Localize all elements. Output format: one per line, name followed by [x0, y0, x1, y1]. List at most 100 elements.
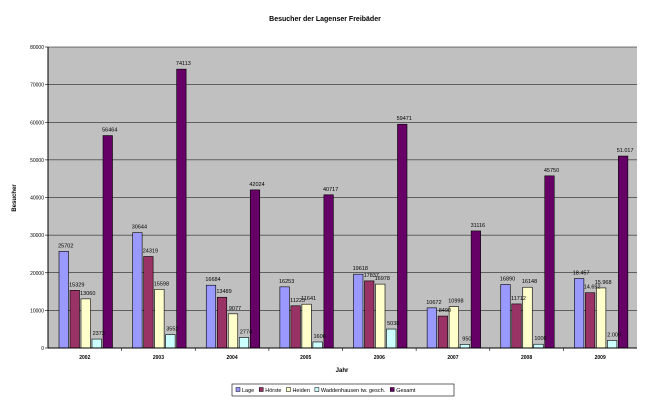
legend-label: Lage — [242, 388, 254, 394]
x-tick-label: 2007 — [447, 355, 458, 361]
bar-waddenhausen-tw-gesch--2004 — [238, 337, 250, 349]
y-tick-label: 80000 — [30, 45, 44, 51]
bar-h-rste-2003 — [143, 256, 154, 349]
bar-lage-2002 — [58, 250, 69, 349]
bar-lage-2008 — [500, 284, 511, 349]
data-label: 30644 — [132, 225, 147, 231]
legend-label: Waddenhausen tw. gesch. — [321, 388, 386, 394]
bar-lage-2005 — [279, 286, 290, 349]
legend-label: Heiden — [292, 388, 309, 394]
y-axis-ticks: 0 10000 20000 30000 40000 50000 60000 70000 8000… — [30, 45, 48, 352]
data-label: 19618 — [353, 266, 368, 272]
y-tick-label: 20000 — [30, 271, 44, 277]
chart-title: Besucher der Lagenser Freibäder — [269, 16, 381, 23]
data-label: 11641 — [301, 296, 316, 302]
y-tick-label: 0 — [41, 346, 44, 352]
bar-h-rste-2009 — [585, 292, 596, 349]
x-axis-ticks: 2002 2003 2004 2005 2006 2007 2008 2009 — [79, 348, 606, 361]
bar-gesamt-2007 — [470, 230, 481, 349]
y-tick-label: 30000 — [30, 233, 44, 239]
bar-waddenhausen-tw-gesch--2008 — [533, 343, 544, 349]
legend-box — [231, 383, 455, 397]
bar-lage-2003 — [132, 232, 143, 349]
bar-h-rste-2002 — [69, 290, 80, 349]
bar-h-rste-2008 — [511, 303, 522, 349]
data-label: 42024 — [249, 182, 264, 188]
data-label: 74113 — [176, 61, 191, 67]
y-tick-label: 50000 — [30, 158, 44, 164]
y-tick-label: 60000 — [30, 120, 44, 126]
bar-heiden-2002 — [80, 298, 91, 349]
bar-waddenhausen-tw-gesch--2002 — [91, 338, 102, 349]
data-label: 16148 — [522, 279, 537, 285]
bar-heiden-2004 — [227, 313, 239, 349]
bar-waddenhausen-tw-gesch--2003 — [165, 334, 176, 349]
bar-gesamt-2004 — [249, 189, 261, 349]
data-label: 13060 — [80, 291, 95, 297]
data-labels: 25702 15329 13060 2373 56464 30644 24319 15598 3… — [58, 61, 633, 342]
x-tick-label: 2009 — [595, 355, 606, 361]
legend-label: Hörste — [265, 388, 281, 394]
data-label: 8490 — [439, 308, 451, 314]
data-label: 13489 — [216, 289, 231, 295]
data-label: 15598 — [154, 281, 169, 287]
x-tick-label: 2008 — [521, 355, 532, 361]
data-label: 15329 — [69, 282, 84, 288]
legend-swatch — [259, 387, 264, 392]
x-tick-label: 2002 — [79, 355, 90, 361]
data-label: 40717 — [323, 187, 338, 193]
bar-gesamt-2008 — [544, 175, 555, 349]
data-label: 1000 — [534, 336, 546, 342]
bar-gesamt-2005 — [323, 194, 334, 349]
legend-label: Gesamt — [396, 388, 416, 394]
bar-gesamt-2009 — [618, 155, 629, 349]
bars — [58, 68, 629, 349]
y-tick-label: 70000 — [30, 83, 44, 89]
data-label: 16890 — [500, 276, 515, 282]
data-label: 11223 — [290, 298, 305, 304]
bar-heiden-2003 — [154, 289, 165, 349]
legend-swatch — [389, 387, 395, 392]
x-tick-label: 2004 — [227, 355, 238, 361]
x-tick-label: 2003 — [153, 355, 164, 361]
bar-waddenhausen-tw-gesch--2005 — [312, 341, 323, 349]
legend-swatch — [286, 387, 291, 392]
data-label: 45750 — [544, 168, 559, 174]
y-axis-label: Besucher — [12, 184, 18, 212]
legend: Lage Hörste Heiden Waddenhausen tw. gesch. G… — [231, 383, 455, 397]
bar-lage-2009 — [574, 278, 585, 349]
data-label: 56464 — [102, 128, 117, 134]
bar-lage-2007 — [426, 307, 437, 349]
bar-heiden-2006 — [375, 283, 386, 349]
bar-h-rste-2006 — [364, 280, 375, 349]
data-label: 24319 — [143, 248, 158, 254]
data-label: 25702 — [58, 243, 73, 249]
bar-gesamt-2002 — [102, 135, 113, 349]
data-label: 59471 — [397, 116, 412, 122]
legend-swatch — [235, 387, 241, 392]
data-label: 1600 — [314, 334, 326, 340]
data-label: 950 — [462, 336, 471, 342]
y-tick-label: 10000 — [30, 308, 44, 314]
bar-lage-2004 — [205, 284, 217, 349]
data-label: 10998 — [448, 299, 463, 305]
bar-gesamt-2003 — [176, 68, 187, 349]
data-label: 10672 — [426, 300, 441, 306]
bar-lage-2006 — [353, 273, 364, 349]
data-label: 3552 — [166, 327, 178, 333]
y-tick-label: 40000 — [30, 196, 44, 202]
data-label: 51.017 — [617, 148, 634, 154]
data-label: 16978 — [375, 276, 390, 282]
x-axis-label: Jahr — [336, 368, 349, 374]
bar-h-rste-2004 — [216, 296, 228, 349]
data-label: 17837 — [364, 273, 379, 279]
data-label: 9077 — [229, 306, 241, 312]
data-label: 2.000 — [607, 332, 621, 338]
bar-waddenhausen-tw-gesch--2007 — [459, 344, 470, 349]
data-label: 2774 — [240, 330, 252, 336]
data-label: 5038 — [387, 321, 399, 327]
x-tick-label: 2006 — [374, 355, 385, 361]
bar-waddenhausen-tw-gesch--2006 — [386, 328, 397, 349]
data-label: 18.457 — [573, 271, 590, 277]
